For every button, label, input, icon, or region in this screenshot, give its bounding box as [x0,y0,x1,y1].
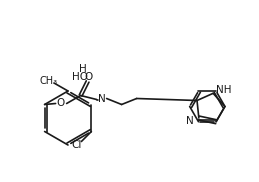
Text: N: N [98,94,105,104]
Text: O: O [56,98,65,108]
Text: NH: NH [216,85,232,95]
Text: O: O [84,72,93,82]
Text: N: N [186,116,194,126]
Text: HO: HO [72,72,88,82]
Text: CH₃: CH₃ [40,76,58,86]
Text: Cl: Cl [71,141,82,151]
Text: H: H [79,64,87,74]
